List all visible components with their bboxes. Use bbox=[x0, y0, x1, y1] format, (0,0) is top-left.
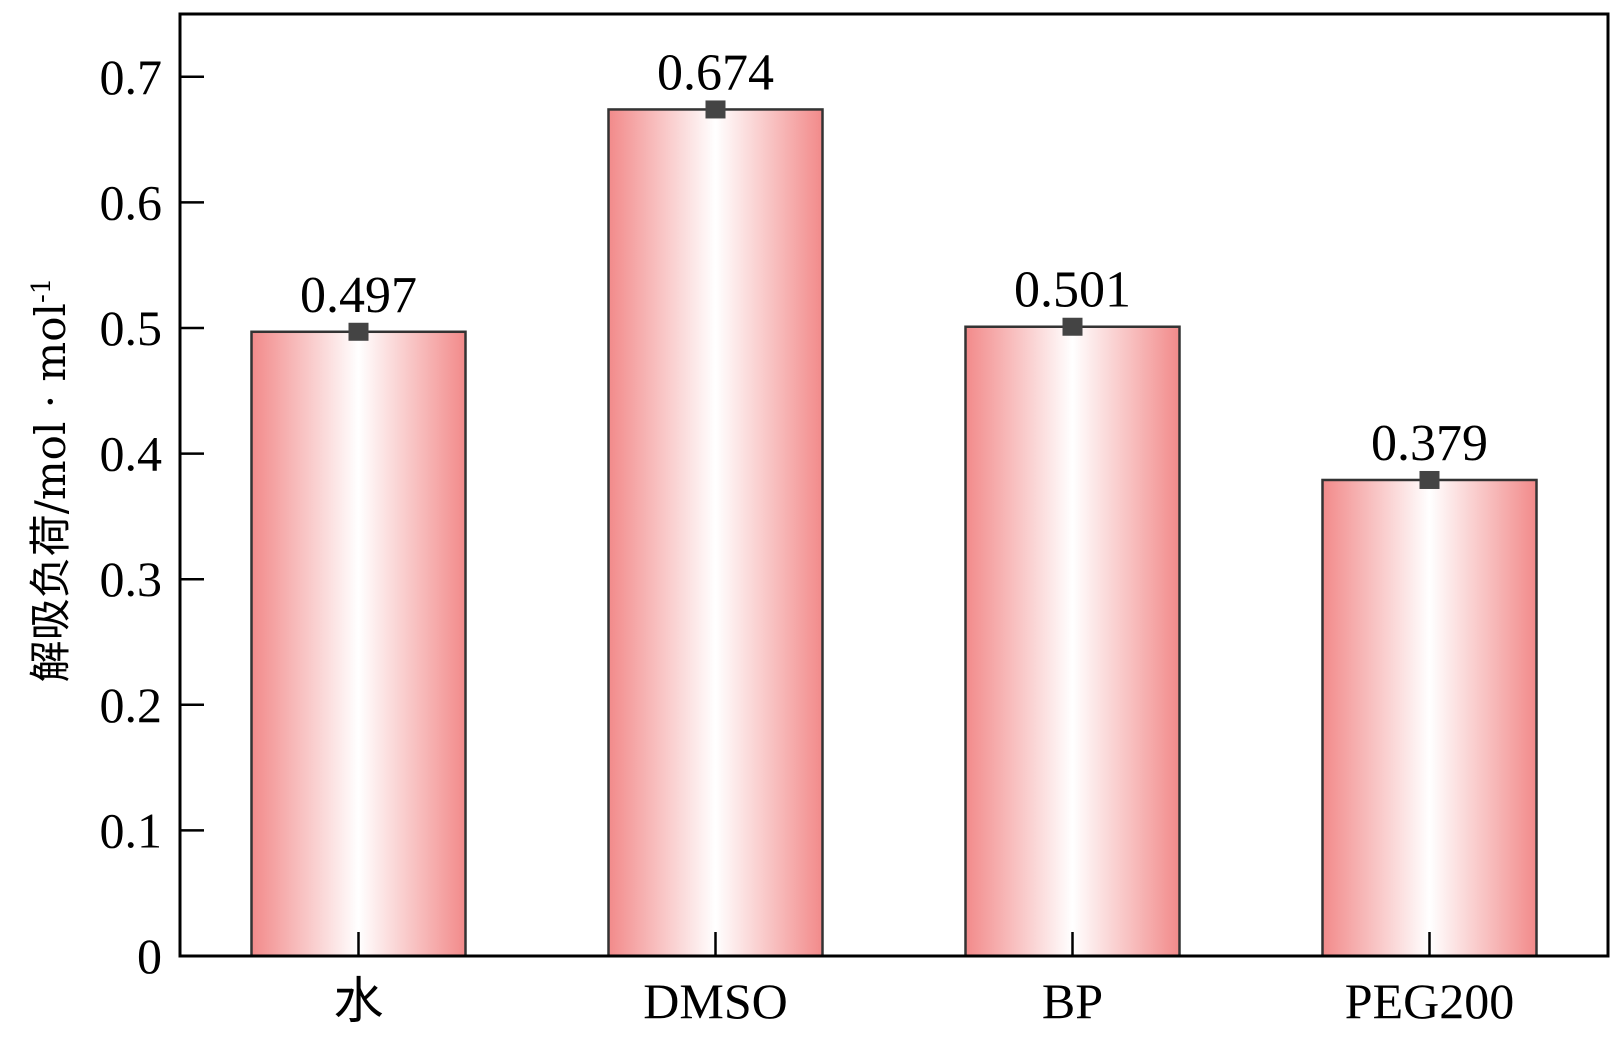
data-label-3: 0.379 bbox=[1371, 415, 1488, 472]
error-marker-0 bbox=[348, 322, 369, 341]
y-tick-label-6: 0.6 bbox=[100, 174, 163, 230]
plot-area: 0.497 水 0.674 DMSO 0.501 BP 0.379 PEG200 0 0.1 0.2… bbox=[100, 12, 1610, 1029]
bar-3 bbox=[1321, 478, 1538, 958]
y-tick-label-3: 0.3 bbox=[100, 551, 163, 607]
y-axis-title-superscript: -1 bbox=[27, 278, 57, 303]
error-marker-3 bbox=[1419, 470, 1440, 489]
x-tick-label-2: BP bbox=[1042, 973, 1103, 1029]
data-label-0: 0.497 bbox=[300, 267, 417, 324]
x-tick-label-0: 水 bbox=[334, 973, 384, 1029]
bar-0 bbox=[250, 330, 467, 958]
error-marker-2 bbox=[1062, 317, 1083, 336]
bar-1 bbox=[607, 108, 824, 958]
y-axis-title: 解吸负荷/mol · mol-1 bbox=[26, 278, 75, 683]
error-marker-1 bbox=[705, 100, 726, 119]
x-tick-label-1: DMSO bbox=[643, 973, 787, 1029]
y-tick-label-2: 0.2 bbox=[100, 677, 163, 733]
y-tick-label-5: 0.5 bbox=[100, 300, 163, 356]
bar-2 bbox=[964, 325, 1181, 958]
y-tick-label-1: 0.1 bbox=[100, 802, 163, 858]
data-label-2: 0.501 bbox=[1014, 262, 1131, 319]
y-tick-label-7: 0.7 bbox=[100, 49, 163, 105]
y-tick-label-0: 0 bbox=[137, 928, 162, 984]
plot-frame bbox=[178, 12, 1610, 958]
x-tick-label-3: PEG200 bbox=[1345, 973, 1514, 1029]
data-label-1: 0.674 bbox=[657, 44, 774, 101]
y-tick-label-4: 0.4 bbox=[100, 426, 163, 482]
